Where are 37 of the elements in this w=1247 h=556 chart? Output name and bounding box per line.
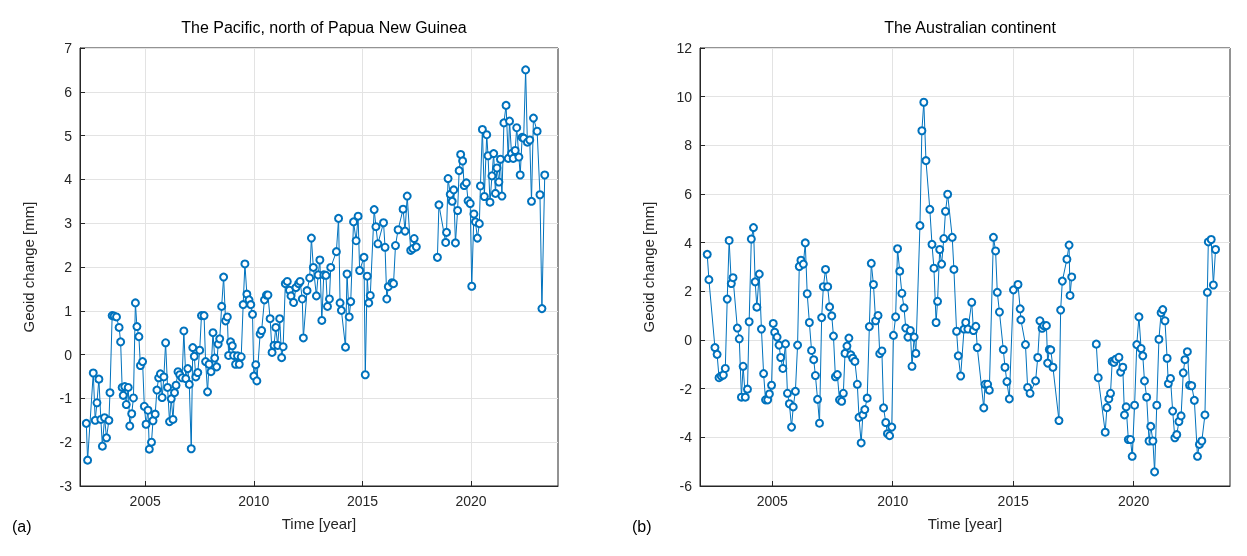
y-tick-label: 2	[64, 259, 73, 275]
x-tick-label: 2005	[756, 493, 789, 509]
chart-title: The Pacific, north of Papua New Guinea	[181, 18, 467, 36]
y-tick-label: 8	[684, 137, 693, 154]
x-tick-label: 2015	[997, 493, 1029, 509]
x-tick-label: 2010	[877, 493, 909, 509]
y-tick-label: 4	[684, 234, 693, 251]
y-tick-label: 3	[64, 215, 73, 232]
y-tick-label: -6	[679, 478, 693, 494]
y-tick-label: -2	[679, 380, 693, 397]
x-axis-title: Time [year]	[927, 515, 1003, 532]
y-tick-label: 6	[684, 186, 693, 202]
x-axis-title: Time [year]	[281, 515, 357, 532]
chart-title: The Australian continent	[884, 18, 1057, 36]
text: (a)	[12, 517, 32, 535]
text: (b)	[632, 517, 652, 535]
y-axis-title: Geoid change [mm]	[640, 201, 657, 333]
y-tick-label: 4	[64, 171, 73, 188]
y-tick-label: -1	[59, 390, 73, 407]
y-tick-label: -3	[59, 478, 73, 494]
y-tick-label: -2	[59, 434, 73, 451]
x-tick-label: 2020	[455, 493, 487, 509]
y-tick-label: 1	[64, 302, 73, 319]
x-tick-label: 2020	[1118, 493, 1150, 509]
x-tick-label: 2005	[129, 493, 161, 509]
y-tick-label: 5	[64, 127, 73, 144]
y-tick-label: 10	[676, 88, 693, 105]
y-tick-label: 7	[64, 40, 73, 56]
y-tick-label: 6	[64, 83, 73, 100]
y-tick-label: 0	[684, 332, 693, 348]
x-tick-label: 2010	[238, 493, 270, 509]
y-tick-label: 0	[64, 346, 73, 363]
y-tick-label: 12	[676, 40, 693, 56]
y-tick-label: -4	[679, 429, 693, 446]
x-tick-label: 2015	[346, 493, 379, 509]
y-tick-label: 2	[684, 283, 693, 300]
y-axis-title: Geoid change [mm]	[20, 201, 37, 333]
